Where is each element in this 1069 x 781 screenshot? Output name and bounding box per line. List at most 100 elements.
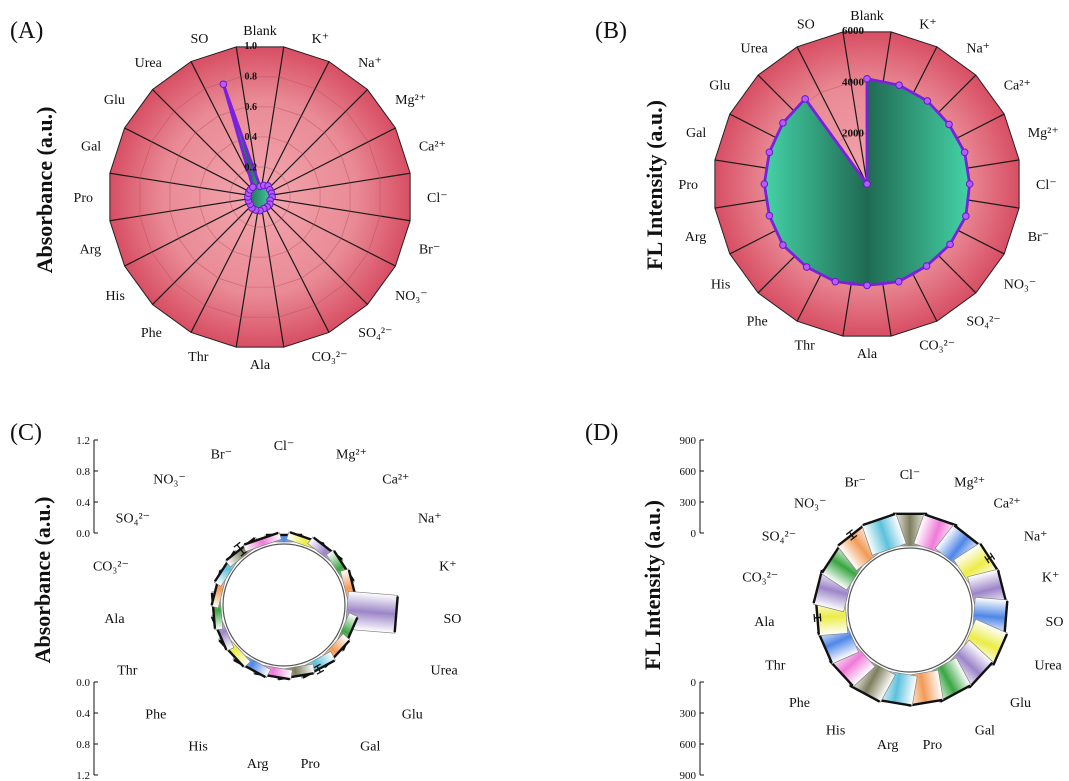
panel-d: (D) FL Intensity (a.u.) 900 600 300 0 0 300 60… bbox=[585, 420, 1063, 781]
category-label-Arg: Arg bbox=[877, 738, 899, 753]
radar-spoke bbox=[259, 196, 285, 348]
error-cap bbox=[850, 534, 858, 541]
radar-spoke bbox=[109, 196, 261, 222]
radar-point-Mg bbox=[960, 148, 969, 157]
radar-tick-label: 0.2 bbox=[245, 163, 258, 174]
radar-category-Blank: Blank bbox=[243, 24, 276, 39]
radar-category-Ala: Ala bbox=[857, 347, 878, 362]
radar-category-SO: SO₄²⁻ bbox=[966, 315, 1000, 330]
category-label-Mg: Mg²⁺ bbox=[954, 475, 985, 490]
panel-d-tag: (D) bbox=[585, 420, 618, 446]
radar-point-Pro bbox=[760, 180, 769, 188]
radar-spoke bbox=[152, 89, 261, 198]
radar-category-Ala: Ala bbox=[250, 358, 271, 373]
category-label-Cl: Cl⁻ bbox=[900, 468, 921, 483]
radar-category-Mg: Mg²⁺ bbox=[395, 93, 426, 108]
panel-a-radar: 0.2 0.4 0.6 0.8 1.0 Blank K⁺ Na⁺ Mg²⁺ Ca²⁺ Cl⁻ Br⁻ N… bbox=[74, 24, 448, 373]
radar-grid-ring bbox=[169, 106, 351, 288]
radar-category-Pro: Pro bbox=[74, 191, 93, 206]
radar-category-Mg: Mg²⁺ bbox=[1028, 126, 1059, 141]
bar-top-edge bbox=[953, 524, 982, 548]
panel-b: (B) FL Intensity (a.u.) 2000 4000 6000Blan… bbox=[595, 9, 1059, 362]
radar-category-Pro: Pro bbox=[679, 178, 698, 193]
radar-category-NO: NO₃⁻ bbox=[395, 289, 428, 304]
category-label-Ca: Ca²⁺ bbox=[382, 473, 409, 488]
radar-tick-label: 1.0 bbox=[245, 41, 258, 52]
radar-category-Glu: Glu bbox=[709, 79, 730, 94]
radar-point-Na bbox=[923, 97, 932, 105]
radar-spoke bbox=[152, 196, 261, 305]
category-label-Pro: Pro bbox=[301, 757, 320, 772]
category-label-Cl: Cl⁻ bbox=[274, 439, 295, 454]
radar-point-Br bbox=[962, 212, 970, 220]
bar-top-edge bbox=[243, 531, 279, 546]
radar-point-Cl bbox=[965, 180, 974, 188]
radar-spoke bbox=[259, 196, 411, 222]
error-cap bbox=[984, 556, 990, 564]
radar-category-Phe: Phe bbox=[747, 315, 768, 330]
category-label-Br: Br⁻ bbox=[844, 475, 865, 490]
category-label-CO: CO₃²⁻ bbox=[742, 571, 778, 586]
radar-category-Phe: Phe bbox=[141, 326, 162, 341]
radar-tick-label: 2000 bbox=[842, 128, 865, 140]
panel-c-scale: 1.2 0.8 0.4 0.0 0.0 0.4 0.8 1.2 bbox=[76, 435, 98, 781]
radar-spoke bbox=[259, 89, 368, 198]
category-label-CO: CO₃²⁻ bbox=[93, 560, 129, 575]
radar-spoke bbox=[124, 196, 261, 267]
radar-spoke bbox=[124, 127, 261, 198]
radar-category-K: K⁺ bbox=[919, 17, 937, 32]
category-label-SO: SO bbox=[1046, 615, 1064, 630]
panel-c-circular-bars: Cl⁻ Mg²⁺ Ca²⁺ Na⁺ K⁺ SO Urea Glu Gal Pro Arg His Phe… bbox=[93, 439, 461, 772]
radar-tick-label: 0.4 bbox=[245, 132, 258, 143]
radar-point-SO bbox=[219, 80, 228, 89]
category-label-Urea: Urea bbox=[1035, 659, 1063, 674]
error-cap bbox=[845, 529, 853, 536]
category-label-Glu: Glu bbox=[1010, 696, 1031, 711]
radar-category-His: His bbox=[711, 277, 730, 292]
radar-category-Na: Na⁺ bbox=[358, 56, 382, 71]
radar-category-Glu: Glu bbox=[104, 93, 125, 108]
category-label-His: His bbox=[188, 740, 207, 755]
radar-point-SO bbox=[922, 262, 931, 270]
radar-point-Arg bbox=[765, 211, 774, 220]
category-label-Pro: Pro bbox=[923, 738, 942, 753]
category-label-K: K⁺ bbox=[439, 560, 457, 575]
radar-point-K bbox=[895, 81, 903, 89]
scale-top-tick-label: 900 bbox=[680, 435, 697, 447]
scale-bottom-tick-label: 0 bbox=[691, 677, 697, 689]
radar-category-SO: SO bbox=[190, 32, 208, 47]
radar-category-Cl: Cl⁻ bbox=[427, 191, 448, 206]
radar-spoke bbox=[109, 172, 261, 198]
radar-category-Gal: Gal bbox=[686, 126, 706, 141]
scale-top-tick-label: 600 bbox=[680, 466, 697, 478]
panel-c: (C) Absorbance (a.u.) 1.2 0.8 0.4 0.0 0.0 0.4… bbox=[10, 420, 461, 781]
radar-category-CO: CO₃²⁻ bbox=[919, 339, 955, 354]
panel-c-ylabel: Absorbance (a.u.) bbox=[30, 497, 55, 664]
radar-category-Cl: Cl⁻ bbox=[1036, 178, 1057, 193]
category-label-Br: Br⁻ bbox=[211, 448, 232, 463]
radar-point-Urea bbox=[249, 183, 257, 191]
category-label-Arg: Arg bbox=[247, 757, 269, 772]
radar-category-Ca: Ca²⁺ bbox=[419, 139, 446, 154]
bar-Br bbox=[242, 531, 282, 552]
radar-spoke bbox=[259, 196, 368, 305]
category-label-NO: NO₃⁻ bbox=[153, 473, 186, 488]
radar-category-Ca: Ca²⁺ bbox=[1004, 79, 1031, 94]
bar-top-edge bbox=[812, 569, 824, 604]
radar-point-Thr bbox=[831, 277, 840, 286]
radar-point-CO bbox=[894, 277, 903, 286]
scale-bottom-tick-label: 1.2 bbox=[76, 770, 90, 781]
error-cap bbox=[233, 541, 241, 548]
category-label-Urea: Urea bbox=[431, 663, 459, 678]
category-label-Gal: Gal bbox=[360, 740, 380, 755]
radar-category-Blank: Blank bbox=[850, 9, 883, 24]
radar-point-NO bbox=[946, 240, 954, 249]
bar-top-edge bbox=[908, 698, 943, 707]
category-label-Phe: Phe bbox=[145, 707, 166, 722]
category-label-NO: NO₃⁻ bbox=[794, 497, 827, 512]
panel-a-ylabel: Absorbance (a.u.) bbox=[32, 107, 57, 274]
radar-spoke bbox=[190, 196, 261, 333]
radar-spoke bbox=[235, 196, 261, 348]
